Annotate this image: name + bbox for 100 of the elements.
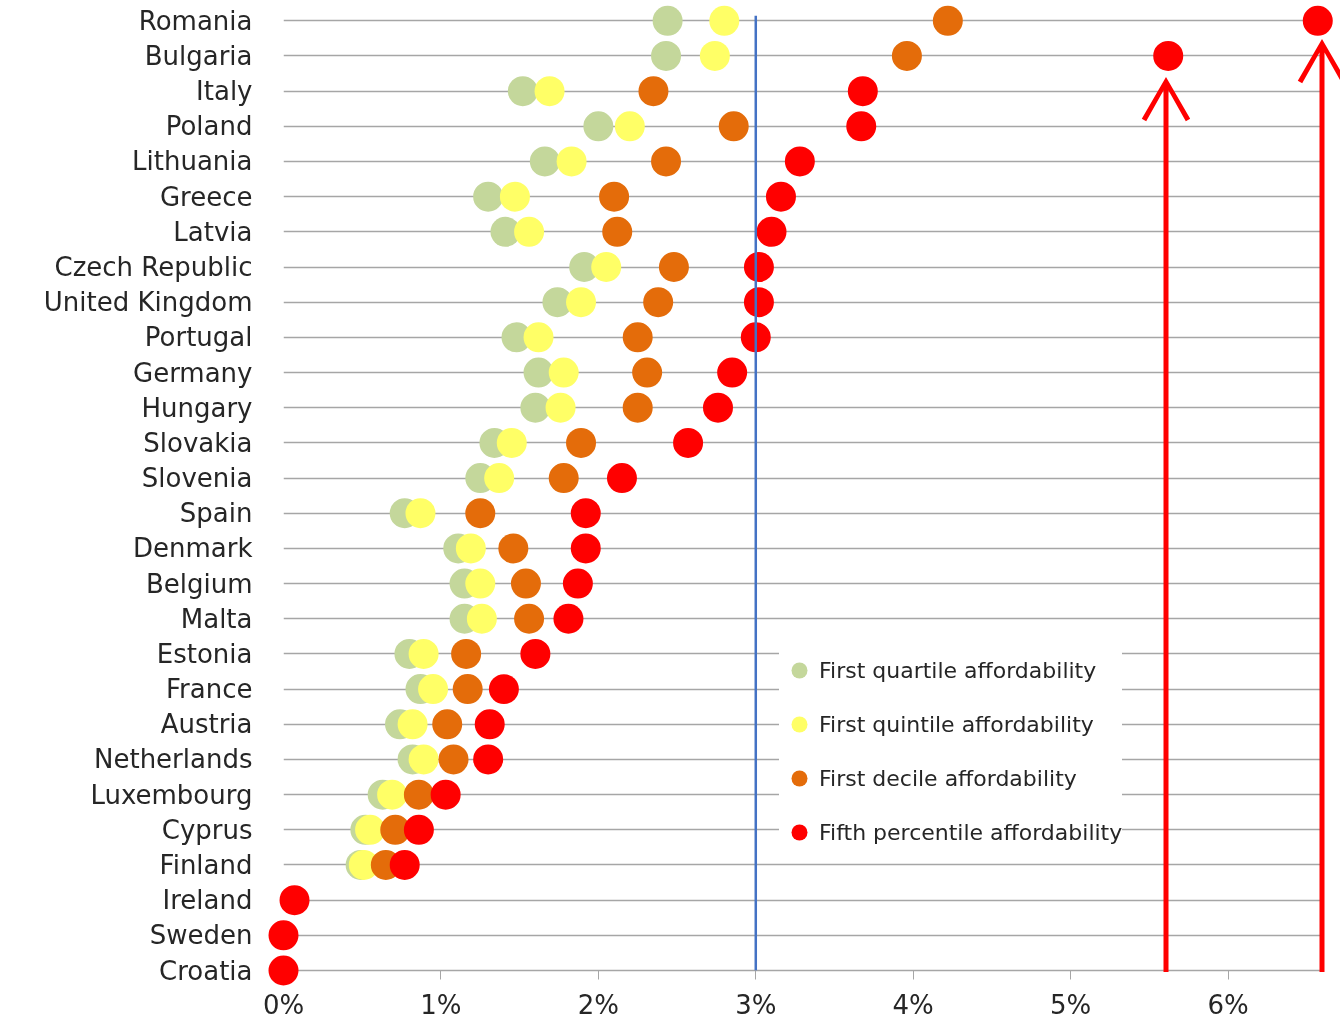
x-tick-label: 1% — [420, 989, 462, 1020]
point — [658, 252, 689, 282]
y-tick-label: Portugal — [144, 322, 253, 353]
point — [496, 427, 527, 458]
point — [553, 603, 584, 634]
point — [268, 955, 299, 986]
point — [756, 216, 787, 247]
point — [847, 76, 878, 107]
point — [529, 146, 560, 177]
point — [473, 744, 504, 775]
point — [405, 498, 436, 529]
y-tick-label: Denmark — [133, 533, 253, 564]
legend-label: First decile affordability — [819, 764, 1077, 793]
point — [606, 463, 637, 494]
point — [545, 392, 576, 423]
y-tick-label: Austria — [160, 709, 253, 740]
point — [566, 427, 597, 458]
legend-label: Fifth percentile affordability — [819, 818, 1123, 847]
point — [740, 322, 771, 353]
point — [484, 463, 515, 494]
point — [614, 111, 645, 142]
point — [488, 674, 519, 705]
point — [408, 744, 439, 775]
point — [520, 638, 551, 669]
point — [599, 181, 630, 212]
y-tick-label: Sweden — [149, 920, 253, 951]
y-tick-label: Czech Republic — [54, 252, 253, 282]
point — [570, 498, 601, 529]
point — [403, 779, 434, 810]
point — [408, 638, 439, 669]
point — [452, 674, 483, 705]
point — [651, 146, 682, 177]
point — [651, 40, 682, 71]
point — [891, 40, 922, 71]
point — [465, 498, 496, 529]
point — [466, 603, 497, 634]
y-tick-label: Estonia — [156, 638, 253, 669]
point — [765, 181, 796, 212]
point — [268, 920, 299, 951]
point — [455, 533, 486, 564]
point — [403, 814, 434, 845]
point — [514, 216, 545, 247]
point — [602, 216, 633, 247]
point — [473, 181, 504, 212]
point — [743, 252, 774, 282]
point — [652, 5, 683, 36]
point — [499, 181, 530, 212]
y-tick-label: Finland — [159, 849, 253, 880]
point — [622, 392, 653, 423]
y-tick-label: Netherlands — [94, 744, 253, 775]
y-tick-label: Croatia — [159, 955, 253, 986]
point — [430, 779, 461, 810]
y-tick-label: Ireland — [162, 885, 253, 916]
point — [389, 850, 420, 880]
point — [932, 5, 963, 36]
point — [397, 709, 428, 740]
point — [377, 779, 408, 810]
point — [279, 885, 310, 916]
y-tick-label: Lithuania — [132, 146, 253, 177]
point — [643, 287, 674, 318]
point — [514, 603, 545, 634]
point — [534, 76, 565, 107]
point — [709, 5, 740, 36]
legend-label: First quintile affordability — [819, 710, 1094, 739]
point — [638, 76, 669, 107]
y-tick-label: Slovenia — [141, 463, 253, 494]
point — [432, 709, 463, 740]
point — [583, 111, 614, 142]
point — [523, 322, 554, 353]
y-tick-label: Romania — [138, 5, 253, 36]
x-tick-label: 0% — [262, 989, 305, 1020]
point — [510, 568, 541, 599]
x-tick-label: 6% — [1207, 989, 1249, 1020]
x-tick-label: 4% — [892, 989, 934, 1020]
point — [570, 533, 601, 564]
y-tick-label: Belgium — [145, 568, 253, 599]
y-tick-label: Luxembourg — [90, 779, 253, 810]
point — [548, 357, 579, 388]
point — [846, 111, 877, 142]
y-tick-label: United Kingdom — [43, 287, 253, 318]
point — [465, 568, 496, 599]
y-tick-label: Poland — [165, 111, 253, 142]
point — [562, 568, 593, 599]
point — [520, 392, 551, 423]
y-tick-label: Bulgaria — [144, 40, 253, 71]
point — [548, 463, 579, 494]
point — [438, 744, 469, 775]
point — [474, 709, 505, 740]
x-tick-label: 5% — [1050, 989, 1092, 1020]
point — [507, 76, 538, 107]
point — [717, 357, 748, 388]
y-tick-label: Italy — [196, 76, 253, 107]
point — [1302, 5, 1333, 36]
point — [622, 322, 653, 353]
y-tick-label: Germany — [133, 357, 253, 388]
y-tick-label: Cyprus — [161, 814, 253, 845]
point — [784, 146, 815, 177]
point — [632, 357, 663, 388]
y-tick-label: Hungary — [141, 392, 253, 423]
y-tick-label: Greece — [159, 181, 253, 212]
